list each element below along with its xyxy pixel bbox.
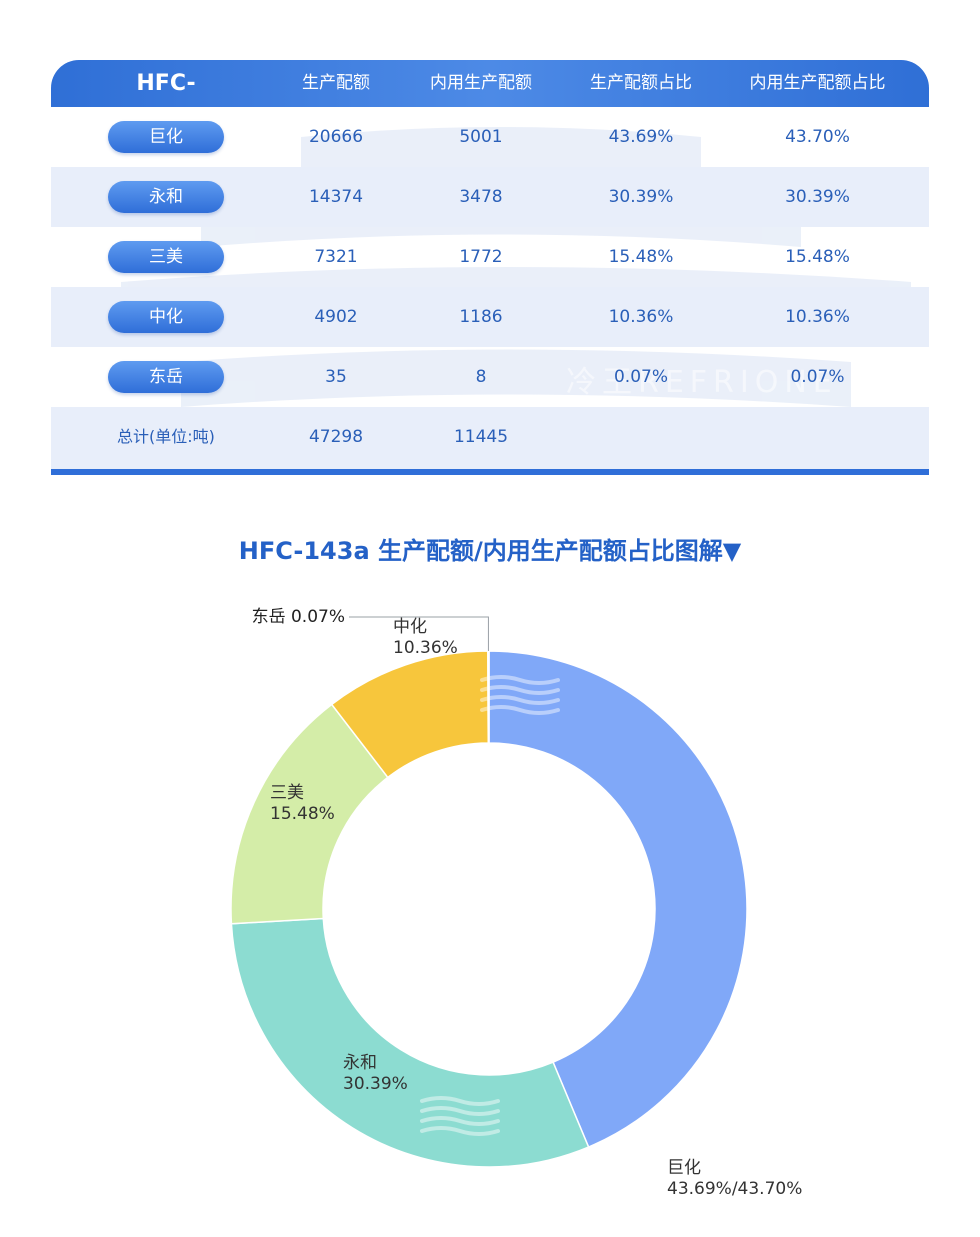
table-row: 中化 4902 1186 10.36% 10.36% xyxy=(51,287,929,347)
domestic-share-cell: 43.70% xyxy=(785,127,850,147)
table-row: 三美 7321 1772 15.48% 15.48% xyxy=(51,227,929,287)
table-header: HFC-143a 生产配额 内用生产配额 生产配额占比 内用生产配额占比 xyxy=(51,60,929,143)
total-domestic-cell: 11445 xyxy=(453,427,509,447)
header-domestic-share: 内用生产配额占比 xyxy=(749,73,886,93)
slice-value-label: 15.48% xyxy=(270,804,335,824)
slice-name-label: 巨化 xyxy=(667,1158,701,1178)
header-production-share: 生产配额占比 xyxy=(590,73,692,93)
company-pill: 三美 xyxy=(108,241,224,273)
production-share-cell: 10.36% xyxy=(608,307,674,327)
production-quota-cell: 7321 xyxy=(314,247,358,267)
production-quota-cell: 20666 xyxy=(308,127,364,147)
quota-table: 冷王REFRIONE HFC-143a 生产配额 内用生产配额 生产配额占比 内… xyxy=(51,60,929,475)
slice-value-label: 43.69%/43.70% xyxy=(667,1179,802,1199)
domestic-share-cell: 0.07% xyxy=(790,367,845,387)
domestic-quota-cell: 1772 xyxy=(459,247,503,267)
company-pill: 巨化 xyxy=(108,121,224,153)
slice-value-label: 10.36% xyxy=(393,638,458,658)
table-bottom-bar xyxy=(51,469,929,475)
production-share-cell: 30.39% xyxy=(608,187,674,207)
slice-value-label: 30.39% xyxy=(343,1074,408,1094)
header-production-quota: 生产配额 xyxy=(302,73,370,93)
donut-slice-0 xyxy=(488,650,748,1148)
production-share-cell: 43.69% xyxy=(608,127,674,147)
donut-slice-1 xyxy=(230,917,590,1168)
slice-name-label: 中化 xyxy=(393,617,427,637)
table-row: 巨化 20666 5001 43.69% 43.70% xyxy=(51,107,929,167)
donut-slice-4 xyxy=(487,650,490,744)
table-total-row: 总计(单位:吨) 47298 11445 xyxy=(51,407,929,469)
domestic-share-cell: 30.39% xyxy=(785,187,850,207)
slice-name-label: 三美 xyxy=(270,783,304,803)
slice-label: 东岳 0.07% xyxy=(252,607,345,627)
company-pill: 永和 xyxy=(108,181,224,213)
production-share-cell: 15.48% xyxy=(608,247,674,267)
production-quota-cell: 35 xyxy=(325,367,347,387)
total-production-cell: 47298 xyxy=(308,427,364,447)
chart-title: HFC-143a 生产配额/内用生产配额占比图解▼ xyxy=(238,537,742,565)
production-quota-cell: 4902 xyxy=(314,307,358,327)
company-pill: 中化 xyxy=(108,301,224,333)
production-quota-cell: 14374 xyxy=(308,187,364,207)
header-product: HFC-143a xyxy=(136,71,197,143)
company-pill: 东岳 xyxy=(108,361,224,393)
watermark-logo-icon xyxy=(480,675,560,715)
domestic-quota-cell: 3478 xyxy=(459,187,503,207)
table-row: 永和 14374 3478 30.39% 30.39% xyxy=(51,167,929,227)
domestic-quota-cell: 5001 xyxy=(459,127,503,147)
table-row: 东岳 35 8 0.07% 0.07% xyxy=(51,347,929,407)
domestic-share-cell: 15.48% xyxy=(785,247,850,267)
domestic-share-cell: 10.36% xyxy=(785,307,850,327)
leader-line xyxy=(349,616,489,652)
watermark-logo-icon xyxy=(420,1096,500,1136)
domestic-quota-cell: 8 xyxy=(475,367,487,387)
total-label: 总计(单位:吨) xyxy=(117,427,215,446)
production-share-cell: 0.07% xyxy=(613,367,668,387)
domestic-quota-cell: 1186 xyxy=(459,307,503,327)
header-domestic-quota: 内用生产配额 xyxy=(430,73,532,93)
slice-name-label: 永和 xyxy=(343,1053,377,1073)
